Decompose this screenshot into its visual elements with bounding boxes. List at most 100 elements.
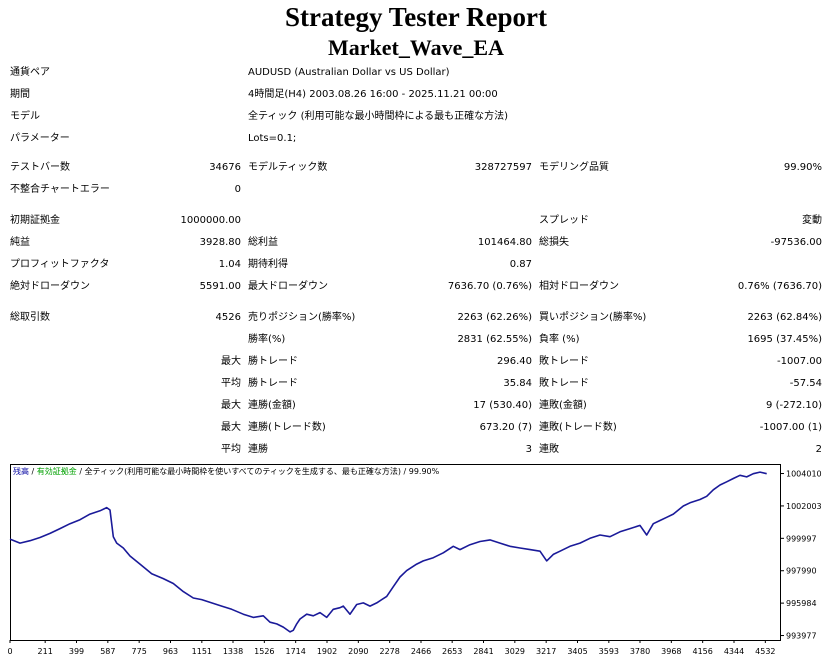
expected-payoff-label: 期待利得 [248,259,288,270]
total-trades-label: 総取引数 [10,312,50,323]
x-tick-label: 4532 [755,647,775,656]
period-value: 4時間足(H4) 2003.08.26 16:00 - 2025.11.21 0… [248,89,498,100]
parameters-value: Lots=0.1; [248,133,297,144]
max-consecutive-wins-value: 17 (530.40) [473,400,532,411]
model-ticks-label: モデルティック数 [248,162,328,173]
model-value: 全ティック (利用可能な最小時間枠による最も正確な方法) [248,111,509,122]
symbol-value: AUDUSD (Australian Dollar vs US Dollar) [248,67,450,78]
x-tick-label: 3780 [630,647,650,656]
largest-win-value: 296.40 [497,356,532,367]
max-consecutive-profit-label: 連勝(トレード数) [248,422,326,433]
average-loss-label: 敗トレード [539,378,589,389]
largest-loss-value: -1007.00 [777,356,822,367]
x-tick-label: 1151 [192,647,212,656]
x-tick-label: 2466 [411,647,431,656]
total-trades-value: 4526 [215,312,241,323]
average-consecutive-label: 平均 [221,444,241,455]
net-profit-value: 3928.80 [199,237,241,248]
long-positions-value: 2263 (62.84%) [747,312,822,323]
chart-legend: 残高 / 有効証拠金 / 全ティック(利用可能な最小時間枠を使いすべてのティック… [13,466,440,476]
max-drawdown-label: 最大ドローダウン [248,281,328,292]
x-tick-label: 3029 [505,647,525,656]
expected-payoff-value: 0.87 [509,259,532,270]
loss-rate-label: 負率 (%) [539,334,580,345]
x-tick-label: 3968 [661,647,681,656]
x-tick-label: 1338 [223,647,243,656]
x-tick-label: 587 [100,647,115,656]
avg-consecutive-wins-label: 連勝 [248,444,268,455]
initial-deposit-label: 初期証拠金 [10,215,60,226]
x-tick-label: 4156 [692,647,712,656]
short-positions-value: 2263 (62.26%) [457,312,532,323]
x-tick-label: 2653 [442,647,462,656]
model-label: モデル [10,111,40,122]
legend-part-3: / 全ティック(利用可能な最小時間枠を使いすべてのティックを生成する、最も正確な… [77,466,440,476]
profit-factor-value: 1.04 [218,259,241,270]
x-tick-label: 3593 [599,647,619,656]
short-positions-label: 売りポジション(勝率%) [248,312,356,323]
x-tick-label: 211 [38,647,53,656]
profit-factor-label: プロフィットファクタ [10,259,110,270]
report-title: Strategy Tester Report [285,2,547,32]
symbol-label: 通貨ペア [10,67,50,78]
absolute-drawdown-value: 5591.00 [199,281,241,292]
win-rate-value: 2831 (62.55%) [457,334,532,345]
largest-label: 最大 [221,356,241,367]
x-tick-label: 1902 [317,647,337,656]
relative-drawdown-label: 相対ドローダウン [539,281,619,292]
model-ticks-value: 328727597 [474,162,532,173]
avg-consecutive-losses-label: 連敗 [539,444,559,455]
spread-value: 変動 [802,215,822,226]
x-tick-label: 2841 [473,647,493,656]
initial-deposit-value: 1000000.00 [180,215,241,226]
spread-label: スプレッド [539,215,589,226]
max-consecutive-losses-value: 9 (-272.10) [766,400,822,411]
net-profit-label: 純益 [10,237,30,248]
max-consecutive-loss-value: -1007.00 (1) [759,422,822,433]
legend-part-1: / [29,467,37,476]
y-tick-label: 1004010 [786,470,822,479]
y-tick-label: 997990 [786,567,817,576]
x-tick-label: 775 [132,647,147,656]
gross-profit-label: 総利益 [248,237,278,248]
test-bars-value: 34676 [209,162,241,173]
x-tick-label: 2278 [379,647,399,656]
balance-line [9,471,767,633]
period-label: 期間 [10,89,30,100]
model-quality-value: 99.90% [783,162,822,173]
legend-part-2: 有効証拠金 [37,466,77,476]
plot-frame [10,464,781,641]
maximal-label: 最大 [221,422,241,433]
y-tick-label: 999997 [786,534,817,543]
y-tick-label: 993977 [786,632,817,641]
parameters-label: パラメーター [10,133,70,144]
x-tick-label: 963 [163,647,178,656]
loss-rate-value: 1695 (37.45%) [747,334,822,345]
test-bars-label: テストバー数 [10,162,70,173]
win-rate-label: 勝率(%) [248,334,286,345]
maximum-label: 最大 [221,400,241,411]
relative-drawdown-value: 0.76% (7636.70) [737,281,822,292]
x-tick-label: 3405 [567,647,587,656]
max-consecutive-losses-label: 連敗(金額) [539,400,587,411]
y-tick-label: 995984 [786,599,817,608]
avg-consecutive-wins-value: 3 [525,444,532,455]
x-tick-label: 4344 [724,647,744,656]
gross-loss-value: -97536.00 [770,237,822,248]
average-label: 平均 [221,378,241,389]
y-tick-label: 1002003 [786,502,822,511]
avg-consecutive-losses-value: 2 [815,444,822,455]
x-tick-label: 2090 [348,647,368,656]
x-tick-label: 1714 [285,647,305,656]
x-tick-label: 399 [69,647,84,656]
largest-win-label: 勝トレード [248,356,298,367]
max-consecutive-loss-label: 連敗(トレード数) [539,422,617,433]
mismatch-label: 不整合チャートエラー [10,184,110,195]
absolute-drawdown-label: 絶対ドローダウン [10,281,90,292]
average-win-value: 35.84 [503,378,532,389]
max-consecutive-profit-value: 673.20 (7) [479,422,532,433]
max-drawdown-value: 7636.70 (0.76%) [447,281,532,292]
gross-loss-label: 総損失 [539,237,569,248]
average-loss-value: -57.54 [789,378,822,389]
balance-chart-svg: 残高 / 有効証拠金 / 全ティック(利用可能な最小時間枠を使いすべてのティック… [7,464,822,656]
